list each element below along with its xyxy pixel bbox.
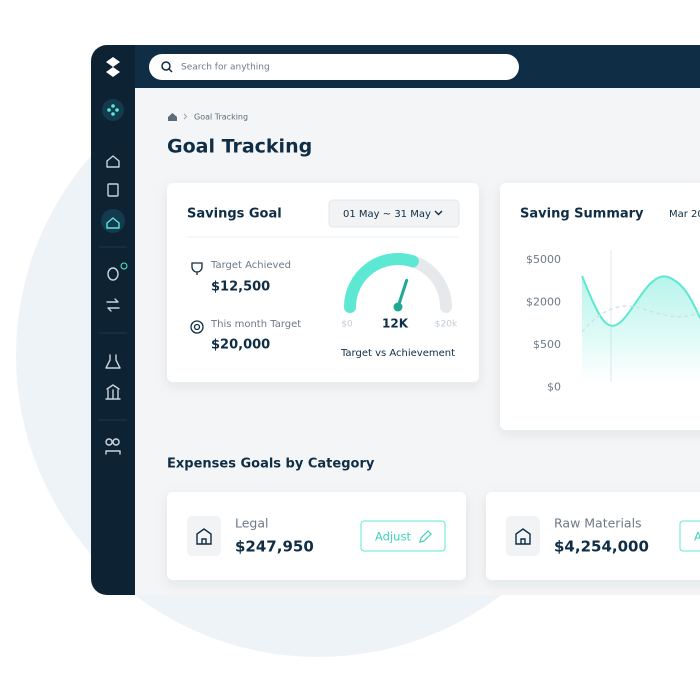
category-icon-bg xyxy=(506,516,540,556)
y-tick-label: $5000 xyxy=(526,253,561,266)
edit-icon xyxy=(419,530,432,543)
nav-goal[interactable] xyxy=(106,217,120,229)
summary-date: Mar 20 xyxy=(669,209,700,220)
nav-transfer[interactable] xyxy=(106,298,120,312)
gauge-min: $0 xyxy=(341,320,353,330)
y-axis: $5000 $2000 $500 $0 xyxy=(526,253,561,394)
category-name: Legal xyxy=(235,516,269,531)
dropdown-caret xyxy=(434,210,443,216)
card-title: Savings Goal xyxy=(187,207,282,222)
nav-users[interactable] xyxy=(105,438,121,455)
achieved-label: Target Achieved xyxy=(210,260,291,271)
logo xyxy=(106,57,120,77)
category-icon-bg xyxy=(187,516,221,556)
savings-card xyxy=(167,183,479,382)
section-title: Expenses Goals by Category xyxy=(167,457,375,472)
gauge-value: 12K xyxy=(382,317,409,331)
nav-bank[interactable] xyxy=(105,384,121,400)
expense-list: Legal $247,950 Adjust Raw Materials $4,254,0… xyxy=(167,492,700,580)
category-amount: $247,950 xyxy=(235,538,314,556)
adjust-label: Adjust xyxy=(694,530,700,544)
page-title: Goal Tracking xyxy=(167,136,312,158)
expense-card xyxy=(486,492,700,580)
category-name: Raw Materials xyxy=(554,516,642,531)
nav-home[interactable] xyxy=(106,155,120,168)
adjust-button[interactable] xyxy=(679,520,700,552)
gauge-fill xyxy=(344,253,419,313)
medal-icon xyxy=(191,262,203,275)
gauge-hub xyxy=(393,302,403,312)
nav-db[interactable] xyxy=(107,267,119,281)
nav-active-bg xyxy=(101,209,125,233)
sidebar xyxy=(91,45,135,595)
gauge-caption: Target vs Achievement xyxy=(340,348,455,359)
gauge-needle xyxy=(396,278,409,309)
category-amount: $4,254,000 xyxy=(554,538,649,556)
gauge xyxy=(344,253,452,313)
card-title: Saving Summary xyxy=(520,207,644,222)
nav-badge xyxy=(120,262,128,270)
date-dropdown[interactable] xyxy=(328,199,460,228)
breadcrumb-sep xyxy=(183,113,188,120)
target-value: $20,000 xyxy=(211,338,270,353)
y-tick-label: $0 xyxy=(547,381,561,394)
target-icon xyxy=(190,320,204,334)
target-icon xyxy=(193,323,201,331)
breadcrumb-home[interactable] xyxy=(168,113,177,121)
org-dots xyxy=(107,104,119,116)
line-dashed xyxy=(581,305,700,333)
gauge-max: $20k xyxy=(435,320,458,330)
nav-lab[interactable] xyxy=(105,354,121,369)
category-icon xyxy=(196,528,212,545)
category-icon xyxy=(515,528,531,545)
date-range: 01 May ~ 31 May xyxy=(343,209,431,220)
achieved-value: $12,500 xyxy=(211,280,270,295)
breadcrumb-current: Goal Tracking xyxy=(194,113,248,122)
target-label: This month Target xyxy=(210,319,301,330)
adjust-label: Adjust xyxy=(375,530,411,544)
nav-report[interactable] xyxy=(107,183,119,197)
org-icon xyxy=(102,99,124,121)
search-box[interactable] xyxy=(149,54,519,80)
search-icon xyxy=(161,61,171,71)
adjust-button[interactable] xyxy=(360,520,446,552)
dashboard: Search for anything Goal Tracking Goal T… xyxy=(91,45,700,595)
y-tick-label: $500 xyxy=(533,338,561,351)
y-tick-label: $2000 xyxy=(526,296,561,309)
expense-card xyxy=(167,492,466,580)
search-placeholder: Search for anything xyxy=(181,63,270,73)
search-icon xyxy=(168,68,173,73)
area xyxy=(582,276,700,382)
